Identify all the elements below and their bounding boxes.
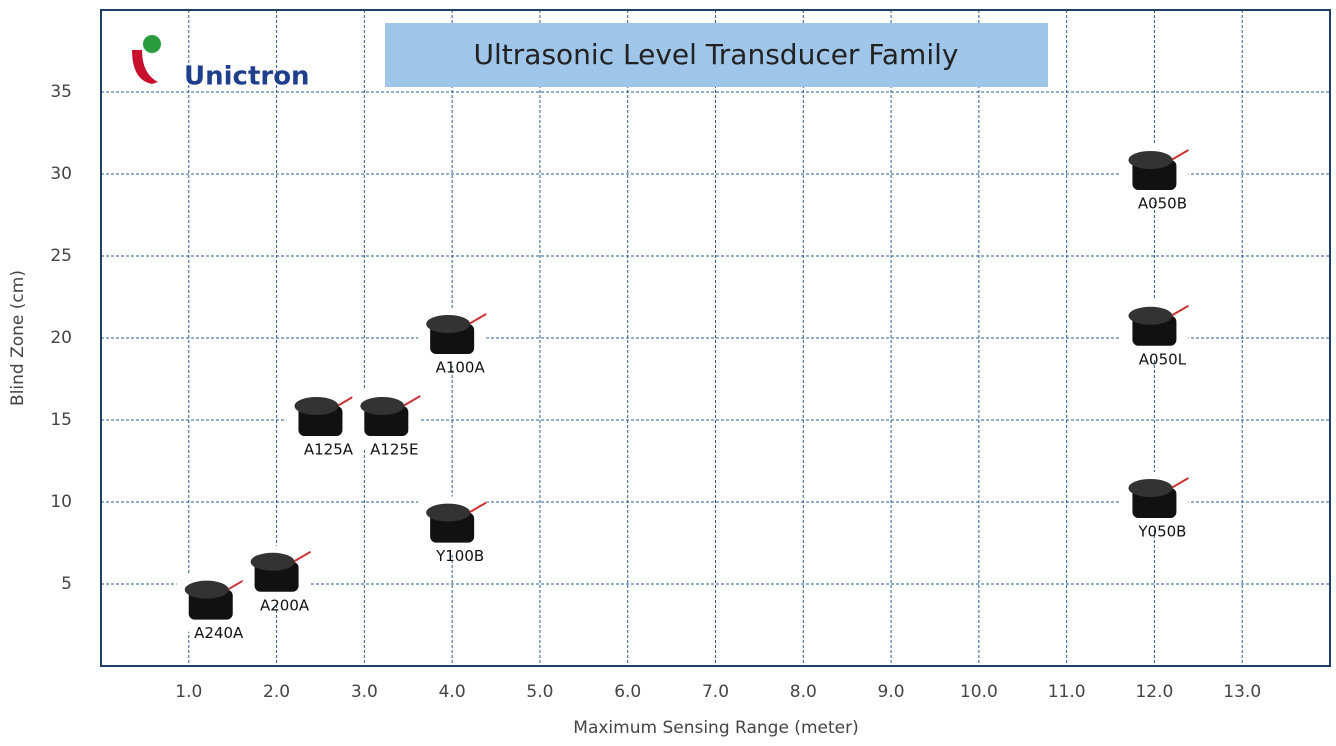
transducer	[418, 496, 487, 555]
logo-globe	[143, 35, 161, 53]
x-tick-label: 8.0	[790, 682, 817, 702]
point-label: A050B	[1138, 195, 1187, 213]
logo-mark	[132, 50, 158, 84]
transducer-face	[294, 397, 339, 415]
y-tick-label: 20	[50, 328, 72, 348]
x-tick-label: 12.0	[1135, 682, 1173, 702]
logo: Unictron	[132, 35, 310, 92]
point-label: Y100B	[435, 547, 484, 565]
transducer	[1120, 299, 1189, 358]
transducer-face	[426, 503, 471, 522]
x-tick-label: 4.0	[439, 682, 466, 702]
transducer-face	[360, 397, 405, 415]
point-label: A200A	[260, 596, 310, 614]
transducer	[286, 390, 355, 448]
y-tick-label: 30	[50, 164, 72, 184]
x-tick-label: 6.0	[614, 682, 641, 702]
transducer	[418, 308, 487, 366]
plot-frame	[100, 9, 1331, 667]
point-label: A240A	[194, 624, 244, 642]
x-axis-label: Maximum Sensing Range (meter)	[573, 718, 858, 738]
x-tick-label: 13.0	[1223, 682, 1261, 702]
transducer	[176, 573, 246, 632]
point-label: A125E	[370, 441, 418, 459]
transducer	[1120, 472, 1189, 530]
transducer-face	[1128, 479, 1173, 497]
x-tick-label: 7.0	[702, 682, 729, 702]
transducer-face	[1128, 306, 1173, 325]
y-tick-label: 35	[50, 82, 72, 102]
transducer-face	[1128, 151, 1173, 169]
y-tick-label: 5	[61, 574, 72, 594]
x-tick-label: 10.0	[960, 682, 998, 702]
x-tick-label: 5.0	[526, 682, 553, 702]
point-label: A050L	[1139, 350, 1187, 368]
chart-title: Ultrasonic Level Transducer Family	[474, 38, 959, 71]
logo-text: Unictron	[184, 62, 310, 92]
y-tick-label: 25	[50, 246, 72, 266]
transducer	[242, 545, 312, 604]
point-label: A125A	[304, 441, 354, 459]
y-tick-label: 10	[50, 492, 72, 512]
x-tick-label: 1.0	[175, 682, 202, 702]
transducer-face	[250, 552, 295, 571]
transducer	[1120, 144, 1189, 202]
transducer-face	[426, 315, 471, 333]
y-tick-label: 15	[50, 410, 72, 430]
y-axis-label: Blind Zone (cm)	[8, 270, 28, 406]
x-tick-label: 9.0	[878, 682, 905, 702]
x-tick-label: 2.0	[263, 682, 290, 702]
x-tick-label: 11.0	[1048, 682, 1086, 702]
x-tick-label: 3.0	[351, 682, 378, 702]
point-label: A100A	[436, 359, 486, 377]
point-label: Y050B	[1137, 523, 1186, 541]
transducer	[352, 390, 421, 448]
transducer-face	[184, 580, 229, 599]
title-box	[385, 23, 1048, 87]
